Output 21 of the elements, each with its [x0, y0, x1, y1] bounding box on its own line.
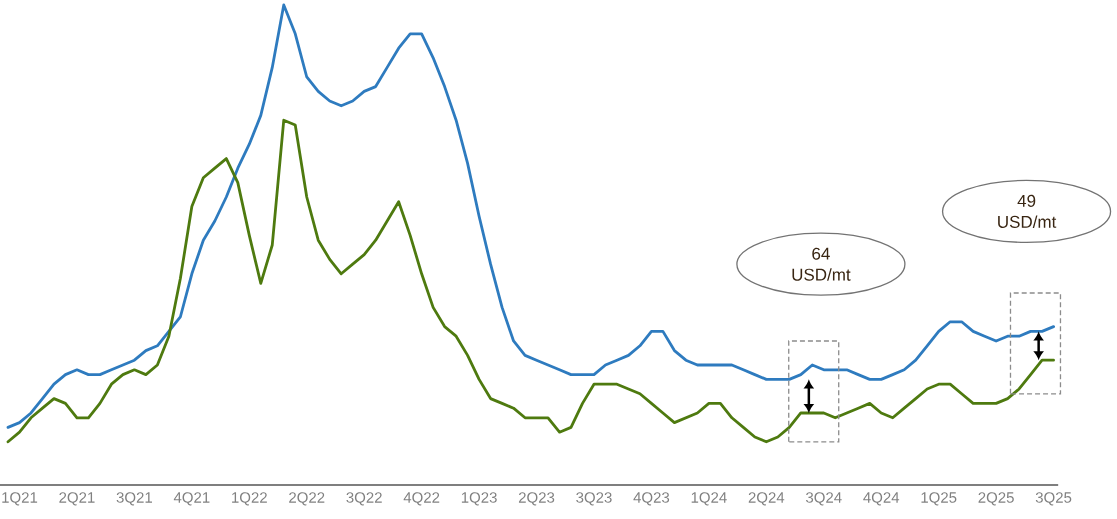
x-tick-label: 3Q24	[806, 492, 842, 506]
x-tick-label: 3Q25	[1035, 492, 1072, 506]
x-tick-label: 2Q23	[518, 492, 555, 506]
x-tick-label: 2Q24	[748, 492, 785, 506]
x-tick-label: 2Q22	[289, 492, 325, 506]
x-tick-label: 1Q25	[921, 492, 957, 506]
annotation: 49 USD/mt	[998, 194, 1057, 228]
x-tick-label: 4Q21	[173, 492, 210, 506]
x-tick-label: 1Q22	[232, 492, 267, 506]
x-tick-label: 3Q22	[346, 492, 382, 506]
x-tick-label: 2Q21	[59, 492, 95, 506]
x-tick-label: 4Q23	[633, 492, 670, 506]
x-tick-label: 1Q23	[461, 492, 497, 506]
annotation: 64 USD/mt	[792, 247, 851, 281]
x-tick-label: 4Q24	[863, 492, 900, 506]
x-tick-label: 1Q24	[691, 492, 727, 506]
x-tick-label: 1Q21	[2, 492, 38, 506]
x-tick-label: 3Q23	[576, 492, 612, 506]
x-tick-label: 2Q25	[978, 492, 1014, 506]
x-tick-label: 3Q21	[116, 492, 153, 506]
x-tick-label: 4Q22	[403, 492, 440, 506]
